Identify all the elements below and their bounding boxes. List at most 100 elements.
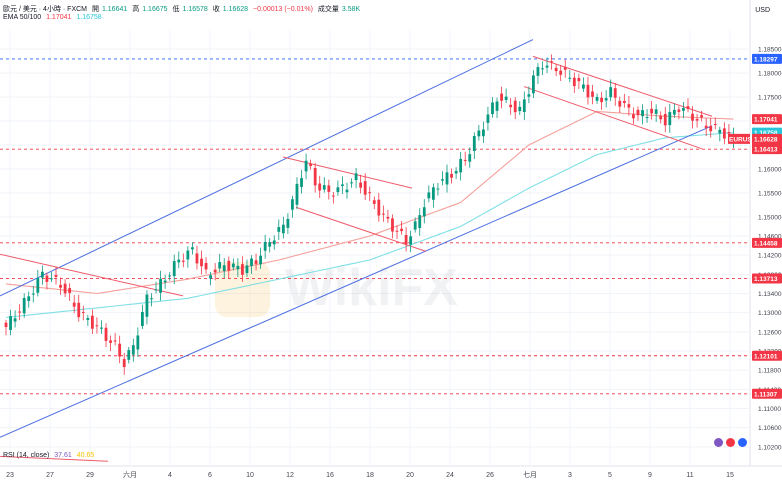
candle-body [513, 100, 517, 113]
candle-body [286, 218, 290, 228]
candle-body [263, 241, 267, 251]
rsi-legend[interactable]: RSI (14, close) 37.61 40.65 [3, 452, 97, 459]
x-tick-label: 29 [86, 472, 94, 479]
watermark-text: WikiFX [285, 259, 458, 317]
rsi-value: 37.61 [54, 452, 72, 459]
candle-body [90, 315, 94, 329]
candle-body [227, 260, 231, 271]
candle-body [563, 67, 567, 70]
volume-value: 3.58K [341, 6, 361, 13]
x-tick-label: 20 [406, 472, 414, 479]
candle-body [95, 325, 99, 327]
candle-body [709, 126, 713, 132]
candle-body [168, 275, 172, 277]
candle-body [554, 67, 558, 72]
candle-body [431, 187, 435, 200]
price-tag-text: 1.18297 [754, 56, 778, 63]
candle-body [672, 109, 676, 115]
candle-body [686, 106, 690, 109]
candle-body [722, 128, 726, 139]
symbol-header: 歐元 / 美元 · 4小時 · FXCM 開 1.16641 高 1.16675 低… [3, 4, 363, 14]
candle-body [645, 117, 649, 119]
x-tick-label: 12 [286, 472, 294, 479]
y-tick-label: 1.15500 [758, 190, 782, 197]
candle-body [40, 271, 44, 278]
candle-body [582, 84, 585, 89]
candle-body [413, 221, 417, 230]
candle-body [300, 178, 303, 187]
candle-body [609, 87, 613, 98]
candle-body [22, 297, 26, 314]
candle-body [454, 170, 458, 174]
x-tick-label: 18 [366, 472, 374, 479]
candle-body [418, 215, 422, 229]
candle-body [277, 227, 281, 232]
symbol-line[interactable]: 歐元 / 美元 · 4小時 · FXCM [3, 6, 87, 13]
candle-body [677, 109, 681, 112]
x-tick-label: 3 [568, 472, 572, 479]
change-value: −0.00013 (−0.01%) [253, 6, 313, 13]
currency-label[interactable]: USD [755, 7, 770, 14]
candle-body [177, 259, 181, 263]
candle-body [663, 114, 667, 126]
lightning-icon[interactable] [714, 438, 723, 447]
candle-body [109, 340, 112, 343]
x-tick-label: 4 [168, 472, 172, 479]
candle-body [209, 275, 212, 279]
candle-body [150, 298, 153, 300]
candle-body [222, 265, 226, 272]
candle-body [427, 192, 431, 199]
candle-body [31, 293, 35, 295]
candle-body [354, 173, 358, 181]
y-tick-label: 1.17500 [758, 95, 782, 102]
candle-body [86, 318, 90, 320]
candle-body [218, 262, 222, 269]
y-tick-label: 1.10200 [758, 444, 782, 451]
candle-body [404, 235, 408, 245]
candle-body [650, 108, 654, 114]
candle-body [213, 269, 217, 273]
candle-body [163, 280, 167, 283]
candle-body [100, 327, 103, 329]
candle-body [504, 96, 508, 100]
y-tick-label: 1.10600 [758, 425, 782, 432]
ema-legend[interactable]: EMA 50/100 1.17041 1.16758 [3, 14, 105, 21]
candle-body [195, 253, 199, 264]
candle-body [350, 182, 353, 184]
candle-body [113, 340, 117, 342]
price-tag [752, 273, 782, 284]
candle-body [59, 284, 62, 288]
x-tick-label: 六月 [123, 470, 137, 479]
candle-body [363, 181, 367, 195]
candle-body [295, 183, 299, 205]
candle-body [191, 247, 194, 250]
volume-label: 成交量 [317, 6, 339, 13]
candle-body [268, 242, 272, 247]
candle-body [636, 109, 640, 116]
candle-body [518, 106, 522, 112]
alert-icon[interactable] [726, 438, 735, 447]
candle-body [154, 289, 158, 291]
x-tick-label: 10 [246, 472, 254, 479]
candle-body [127, 350, 131, 360]
candle-body [245, 265, 249, 274]
candle-body [372, 200, 376, 204]
candle-body [281, 224, 285, 234]
y-tick-label: 1.12600 [758, 329, 782, 336]
flag-icon[interactable] [738, 438, 747, 447]
price-tag [752, 388, 782, 399]
price-tag-text: 1.16758 [754, 130, 778, 137]
candle-body [259, 255, 263, 265]
price-tag [752, 350, 782, 361]
price-tag-text: 1.16413 [754, 147, 778, 154]
price-tag [752, 144, 782, 155]
candle-body [604, 98, 608, 101]
symbol-tag-text: EURUSD [729, 136, 757, 143]
candle-body [695, 118, 699, 121]
candle-body [659, 115, 663, 120]
price-tag-text: 1.14458 [754, 240, 778, 247]
candle-body [395, 230, 399, 232]
wedge-lower-line [523, 86, 703, 150]
